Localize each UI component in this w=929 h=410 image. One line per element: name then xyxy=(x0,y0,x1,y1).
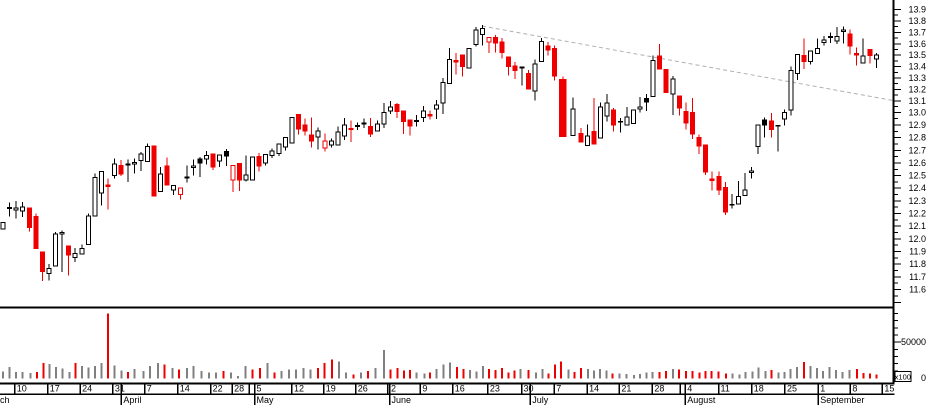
svg-text:18: 18 xyxy=(754,383,764,393)
svg-text:1: 1 xyxy=(820,383,825,393)
svg-text:10: 10 xyxy=(17,383,27,393)
svg-text:25: 25 xyxy=(787,383,797,393)
svg-text:11.8: 11.8 xyxy=(909,259,926,269)
svg-text:7: 7 xyxy=(556,383,561,393)
svg-text:11.7: 11.7 xyxy=(909,272,926,282)
svg-text:8: 8 xyxy=(852,383,857,393)
svg-text:12.3: 12.3 xyxy=(908,196,926,206)
svg-text:11: 11 xyxy=(721,383,730,393)
svg-text:30: 30 xyxy=(524,383,534,393)
svg-text:31: 31 xyxy=(115,383,125,393)
svg-text:x100: x100 xyxy=(895,373,911,382)
svg-text:23: 23 xyxy=(490,383,500,393)
svg-text:12.0: 12.0 xyxy=(908,234,926,244)
svg-text:13.2: 13.2 xyxy=(908,85,926,95)
svg-text:11.9: 11.9 xyxy=(909,247,926,257)
svg-text:13.0: 13.0 xyxy=(908,107,926,117)
svg-text:2: 2 xyxy=(391,383,396,393)
svg-text:13.7: 13.7 xyxy=(908,27,926,37)
svg-text:13.1: 13.1 xyxy=(908,96,926,106)
svg-text:21: 21 xyxy=(621,383,631,393)
svg-text:12.8: 12.8 xyxy=(908,133,926,143)
svg-text:13.3: 13.3 xyxy=(908,73,926,83)
svg-text:12.6: 12.6 xyxy=(908,158,926,168)
svg-text:13.9: 13.9 xyxy=(908,5,926,15)
svg-text:March: March xyxy=(0,395,10,405)
svg-text:12: 12 xyxy=(294,383,304,393)
svg-text:17: 17 xyxy=(50,383,60,393)
svg-text:12.9: 12.9 xyxy=(908,120,926,130)
svg-text:26: 26 xyxy=(358,383,368,393)
svg-text:4: 4 xyxy=(687,383,692,393)
svg-text:0: 0 xyxy=(921,373,926,383)
svg-text:12.7: 12.7 xyxy=(908,145,926,155)
svg-text:14: 14 xyxy=(589,383,599,393)
svg-text:June: June xyxy=(392,395,412,405)
svg-text:13.8: 13.8 xyxy=(908,16,926,26)
svg-text:12.2: 12.2 xyxy=(908,209,926,219)
svg-text:28: 28 xyxy=(234,383,244,393)
svg-text:5: 5 xyxy=(257,383,262,393)
svg-text:7: 7 xyxy=(147,383,152,393)
svg-text:9: 9 xyxy=(422,383,427,393)
svg-text:11.6: 11.6 xyxy=(909,285,926,295)
svg-text:13.4: 13.4 xyxy=(908,62,926,72)
svg-text:12.4: 12.4 xyxy=(908,183,926,193)
svg-text:12.1: 12.1 xyxy=(908,221,926,231)
svg-text:19: 19 xyxy=(326,383,336,393)
svg-text:12.5: 12.5 xyxy=(908,171,926,181)
svg-text:July: July xyxy=(532,395,549,405)
svg-text:September: September xyxy=(820,395,864,405)
svg-text:50000: 50000 xyxy=(901,337,926,347)
svg-text:14: 14 xyxy=(180,383,190,393)
svg-text:28: 28 xyxy=(654,383,664,393)
svg-text:May: May xyxy=(257,395,275,405)
svg-text:22: 22 xyxy=(213,383,223,393)
svg-text:15: 15 xyxy=(884,383,894,393)
svg-text:April: April xyxy=(123,395,141,405)
svg-text:13.6: 13.6 xyxy=(908,39,926,49)
svg-text:13.5: 13.5 xyxy=(908,50,926,60)
svg-text:24: 24 xyxy=(82,383,92,393)
svg-text:August: August xyxy=(687,395,716,405)
svg-text:16: 16 xyxy=(455,383,465,393)
